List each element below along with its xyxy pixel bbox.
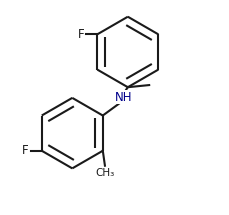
Text: NH: NH [114, 91, 132, 104]
Text: F: F [22, 144, 29, 157]
Text: CH₃: CH₃ [95, 168, 114, 178]
Text: F: F [77, 28, 84, 41]
